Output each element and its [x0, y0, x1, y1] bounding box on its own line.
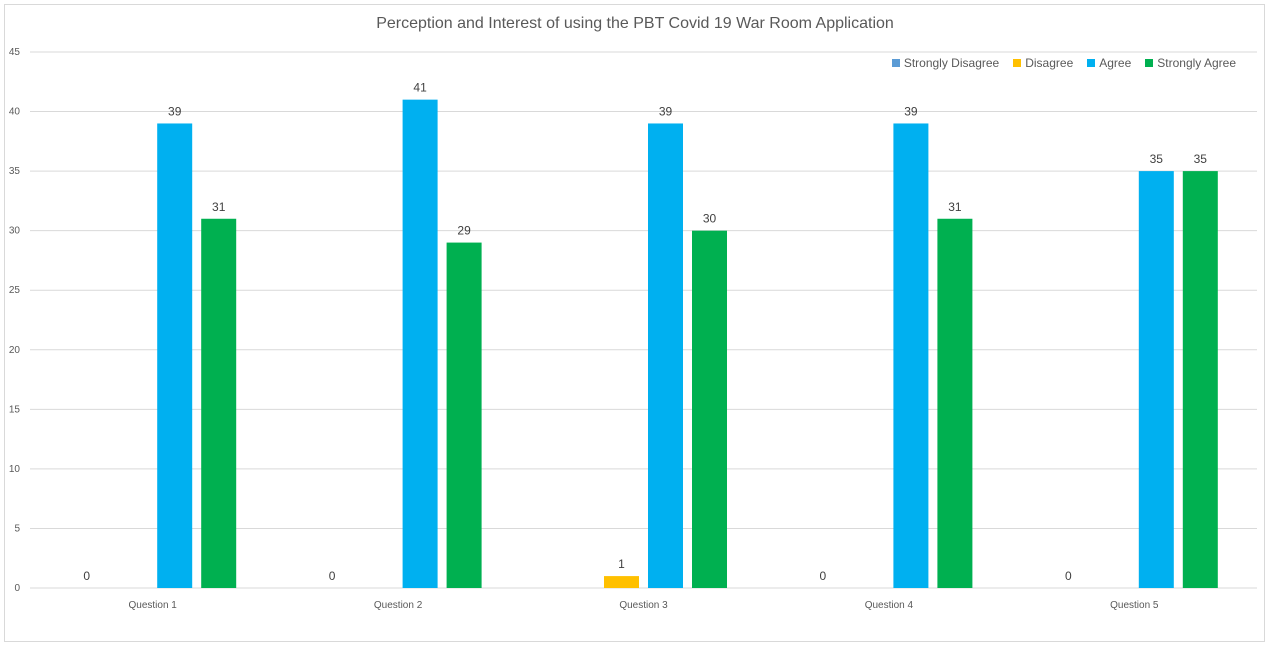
legend: Strongly Disagree Disagree Agree Strongl… [891, 56, 1236, 70]
bar-agree-q5 [1138, 171, 1174, 588]
y-tick-label: 5 [14, 523, 20, 534]
x-category-label: Question 4 [865, 600, 914, 611]
data-label: 29 [457, 224, 471, 238]
data-label: 35 [1150, 152, 1164, 166]
bar-agree-q1 [157, 123, 193, 588]
data-label: 30 [703, 212, 717, 226]
bar-agree-q4 [893, 123, 929, 588]
bar-disagree-q3 [604, 576, 639, 588]
y-tick-label: 0 [14, 583, 20, 594]
data-label: 0 [83, 569, 90, 583]
y-tick-label: 20 [9, 345, 21, 356]
bar-strongly-agree-q5 [1182, 171, 1218, 588]
legend-swatch-strongly-agree [1145, 59, 1154, 67]
legend-label-agree: Agree [1099, 56, 1132, 70]
legend-item-agree: Agree [1087, 56, 1131, 70]
x-category-label: Question 3 [619, 600, 668, 611]
data-label: 35 [1194, 152, 1208, 166]
y-tick-label: 10 [9, 464, 21, 475]
data-label: 0 [1065, 569, 1072, 583]
bar-agree-q3 [648, 123, 683, 588]
data-label: 1 [618, 557, 625, 571]
y-tick-label: 35 [9, 166, 21, 177]
data-label: 0 [820, 569, 827, 583]
data-label: 41 [413, 81, 427, 95]
bar-strongly-agree-q1 [201, 218, 237, 588]
bar-strongly-agree-q2 [446, 242, 482, 589]
data-label: 39 [659, 104, 673, 118]
y-tick-label: 30 [9, 226, 21, 237]
x-category-label: Question 5 [1110, 600, 1159, 611]
x-category-label: Question 1 [129, 600, 178, 611]
x-axis-categories: Question 1 Question 2 Question 3 Question 4… [129, 600, 1159, 611]
legend-swatch-agree [1087, 59, 1096, 67]
chart-title: Perception and Interest of using the PBT… [376, 15, 894, 32]
legend-item-strongly-agree: Strongly Agree [1145, 56, 1236, 70]
data-label: 31 [948, 200, 962, 214]
data-label: 31 [212, 200, 226, 214]
bar-strongly-agree-q3 [692, 230, 727, 588]
legend-item-strongly-disagree: Strongly Disagree [891, 56, 1000, 70]
y-tick-label: 45 [9, 47, 21, 58]
legend-swatch-strongly-disagree [891, 59, 900, 67]
legend-label-strongly-agree: Strongly Agree [1157, 56, 1236, 70]
x-category-label: Question 2 [374, 600, 423, 611]
legend-label-disagree: Disagree [1025, 56, 1074, 70]
data-label: 39 [168, 104, 182, 118]
bar-agree-q2 [402, 99, 438, 589]
data-label: 39 [904, 104, 918, 118]
legend-label-strongly-disagree: Strongly Disagree [903, 56, 1000, 70]
data-labels: 0 39 31 0 41 29 1 39 30 0 39 31 0 35 35 [83, 81, 1207, 583]
y-tick-label: 40 [9, 107, 21, 118]
data-label: 0 [329, 569, 336, 583]
legend-swatch-disagree [1013, 59, 1022, 67]
bars [157, 99, 1218, 589]
y-tick-label: 15 [9, 404, 21, 415]
y-axis-ticks: 0 5 10 15 20 25 30 35 40 45 [9, 47, 21, 594]
bar-strongly-agree-q4 [937, 218, 973, 588]
y-tick-label: 25 [9, 285, 21, 296]
legend-item-disagree: Disagree [1013, 56, 1073, 70]
